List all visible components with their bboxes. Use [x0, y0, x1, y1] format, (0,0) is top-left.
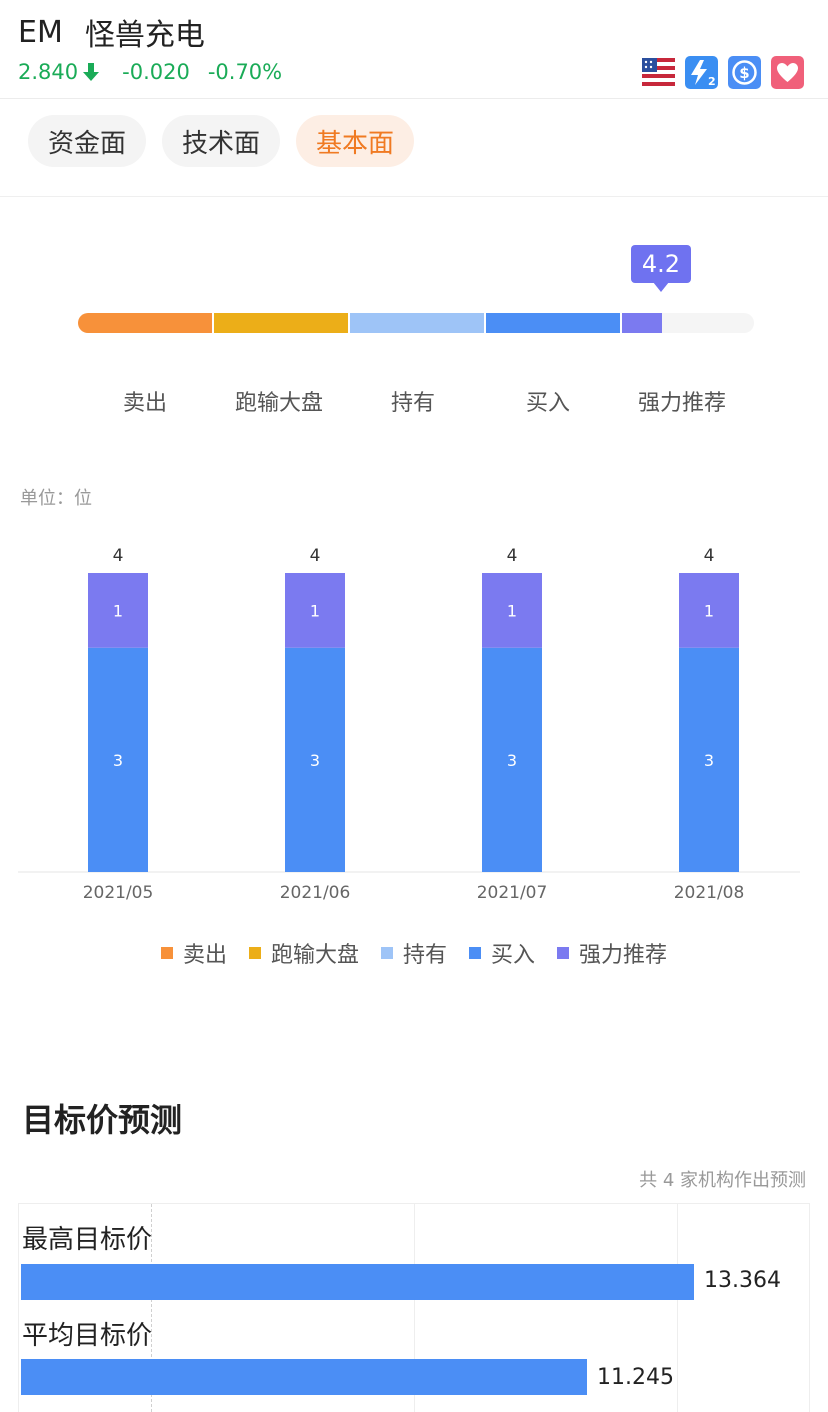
legend-swatch — [248, 947, 261, 959]
target-bar-high — [21, 1264, 694, 1300]
bar-total-label: 4 — [704, 546, 715, 566]
bar-total-label: 4 — [310, 546, 321, 566]
rating-labels: 卖出 跑输大盘 持有 买入 强力推荐 — [78, 385, 754, 417]
us-flag-icon[interactable] — [642, 56, 675, 89]
rating-label-buy: 买入 — [525, 391, 571, 416]
target-price-title: 目标价预测 — [22, 1101, 183, 1139]
legend-label: 跑输大盘 — [270, 943, 359, 968]
rating-label-sell: 卖出 — [122, 391, 168, 416]
institution-count-note: 共 4 家机构作出预测 — [639, 1170, 806, 1191]
legend-label: 强力推荐 — [579, 943, 668, 968]
x-tick-label: 2021/07 — [477, 883, 548, 903]
target-value-average: 11.245 — [597, 1365, 674, 1390]
bar-segment — [88, 647, 148, 872]
rating-label-strong-buy: 强力推荐 — [637, 391, 727, 416]
bar-total-label: 4 — [507, 546, 518, 566]
legend-swatch — [380, 947, 393, 959]
legend-label: 卖出 — [182, 943, 227, 968]
legend-item-strong-buy[interactable]: 强力推荐 — [557, 937, 667, 969]
target-value-high: 13.364 — [704, 1268, 781, 1293]
chart-unit-label: 单位：位 — [20, 488, 92, 509]
bar-total-label: 4 — [113, 546, 124, 566]
legend-label: 持有 — [402, 943, 447, 968]
tab-technical[interactable]: 技术面 — [162, 115, 281, 167]
level2-icon[interactable]: 2 — [685, 56, 718, 89]
legend-item-sell[interactable]: 卖出 — [160, 937, 227, 969]
bar-segment-label: 3 — [507, 751, 517, 770]
ticker-symbol: EM — [18, 14, 63, 50]
tab-fundamental[interactable]: 基本面 — [296, 115, 415, 167]
rating-label-underperform: 跑输大盘 — [234, 391, 324, 416]
bar-segment-label: 3 — [113, 751, 123, 770]
gridline — [414, 1204, 415, 1412]
bar-segment — [285, 647, 345, 872]
bar-segment-label: 3 — [704, 751, 714, 770]
dollar-icon[interactable]: $ — [728, 56, 761, 89]
header-icons: 2 $ — [642, 56, 804, 89]
gridline — [151, 1204, 153, 1412]
x-tick-label: 2021/05 — [83, 883, 154, 903]
bar-segment — [285, 573, 345, 648]
target-bar-average — [21, 1359, 587, 1395]
rating-score-badge: 4.2 — [631, 245, 691, 292]
favorite-heart-icon[interactable] — [771, 56, 804, 89]
target-price-chart: 最高目标价 13.364 平均目标价 11.245 — [18, 1203, 810, 1412]
bar-segment-label: 1 — [507, 601, 517, 620]
rating-segment-buy — [486, 313, 620, 333]
legend-item-buy[interactable]: 买入 — [469, 937, 535, 969]
legend-item-underperform[interactable]: 跑输大盘 — [248, 937, 359, 969]
rating-segment-strong-buy-filled — [622, 313, 662, 333]
legend-item-hold[interactable]: 持有 — [380, 937, 447, 969]
rating-history-chart: 3 1 4 2021/05 3 1 4 2021/06 3 1 4 2021/07 3 1 4 2021/08 — [18, 546, 800, 903]
price: 2.840 — [18, 60, 79, 84]
bar-segment — [482, 647, 542, 872]
target-label-high: 最高目标价 — [22, 1225, 153, 1255]
bar-segment-label: 1 — [310, 601, 320, 620]
title-row: EM 怪兽充电 — [18, 10, 205, 54]
arrow-down-icon — [82, 62, 100, 82]
price-change: -0.020 — [122, 60, 190, 84]
section-divider — [0, 196, 828, 197]
legend-swatch — [469, 947, 481, 959]
gridline — [677, 1204, 678, 1412]
analysis-tabs: 资金面 技术面 基本面 — [28, 115, 415, 167]
svg-text:2: 2 — [708, 75, 716, 88]
rating-bar — [78, 313, 754, 333]
legend-swatch — [557, 947, 570, 959]
bar-segment-label: 1 — [113, 601, 123, 620]
legend-label: 买入 — [491, 943, 536, 968]
price-change-pct: -0.70% — [207, 60, 283, 84]
target-label-average: 平均目标价 — [22, 1321, 153, 1351]
tab-fund-flow[interactable]: 资金面 — [28, 115, 147, 167]
bar-segment-label: 3 — [310, 751, 320, 770]
rating-segment-strong-buy-rest — [662, 313, 754, 333]
rating-segment-underperform — [214, 313, 348, 333]
bar-segment — [482, 573, 542, 648]
svg-text:$: $ — [739, 64, 749, 82]
bar-segment — [88, 573, 148, 648]
bar-segment-label: 1 — [704, 601, 714, 620]
x-tick-label: 2021/06 — [280, 883, 351, 903]
x-tick-label: 2021/08 — [674, 883, 745, 903]
quote-row: 2.840 -0.020 -0.70% — [18, 60, 282, 84]
rating-label-hold: 持有 — [390, 391, 436, 416]
chart-legend: 卖出 跑输大盘 持有 买入 强力推荐 — [0, 937, 828, 969]
rating-segment-hold — [350, 313, 484, 333]
bar-segment — [679, 573, 739, 648]
rating-segment-sell — [78, 313, 212, 333]
bar-segment — [679, 647, 739, 872]
legend-swatch — [160, 947, 173, 959]
stock-header: EM 怪兽充电 2.840 -0.020 -0.70% 2 — [0, 0, 828, 99]
stock-name: 怪兽充电 — [84, 18, 205, 53]
